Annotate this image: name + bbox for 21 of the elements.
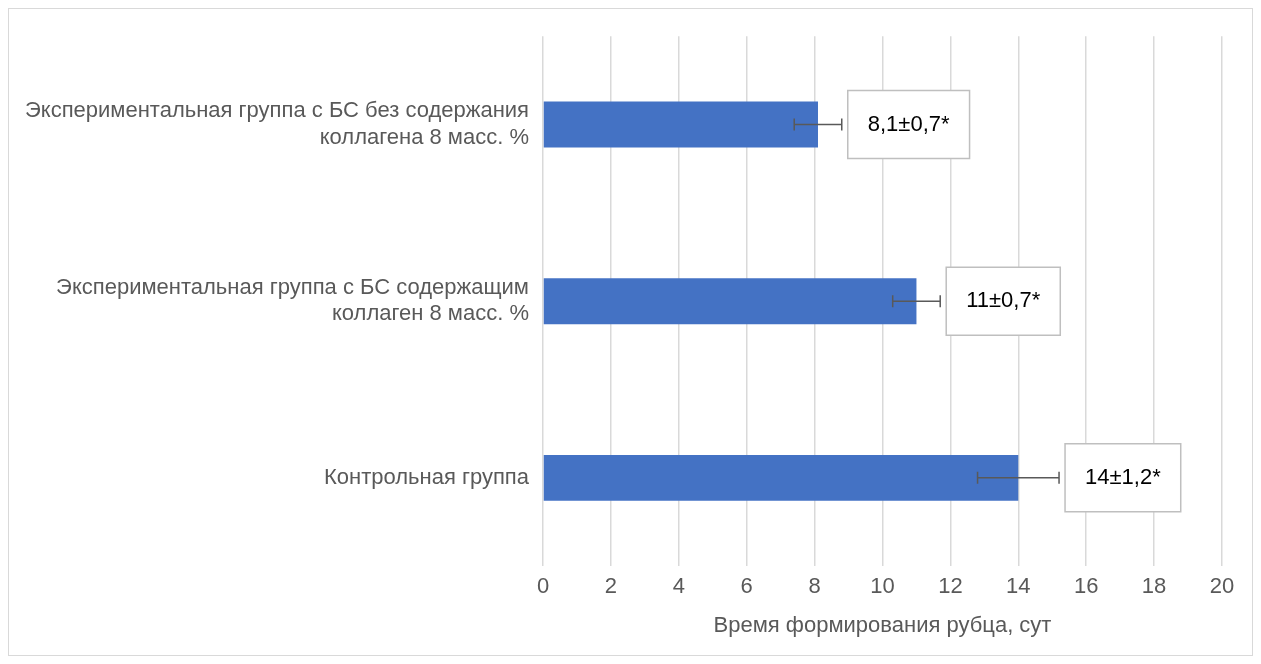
x-tick-label: 0: [536, 573, 550, 599]
x-tick-label: 2: [604, 573, 618, 599]
x-axis-title: Время формирования рубца, сут: [713, 611, 1052, 637]
bar: [543, 454, 1019, 501]
x-tick-label: 20: [1209, 573, 1235, 599]
x-tick-label: 8: [808, 573, 821, 599]
data-label: 8,1±0,7*: [867, 110, 950, 136]
y-tick-label: Контрольная группа: [323, 463, 530, 489]
x-tick-label: 14: [1006, 573, 1031, 599]
x-tick-label: 16: [1073, 573, 1099, 599]
bar: [543, 278, 917, 325]
x-tick-label: 18: [1141, 573, 1167, 599]
x-tick-label: 12: [938, 573, 963, 599]
y-tick-label: Экспериментальная группа с БС без содержания коллагена 8 масс. %: [24, 97, 529, 149]
y-tick-label: Экспериментальная группа с БС содержащим коллаген 8 масс. %: [56, 274, 529, 326]
data-label: 11±0,7*: [966, 287, 1041, 313]
x-tick-label: 4: [672, 573, 685, 599]
bar: [543, 101, 818, 148]
x-tick-label: 10: [870, 573, 895, 599]
data-label: 14±1,2*: [1085, 463, 1162, 489]
x-tick-label: 6: [740, 573, 753, 599]
